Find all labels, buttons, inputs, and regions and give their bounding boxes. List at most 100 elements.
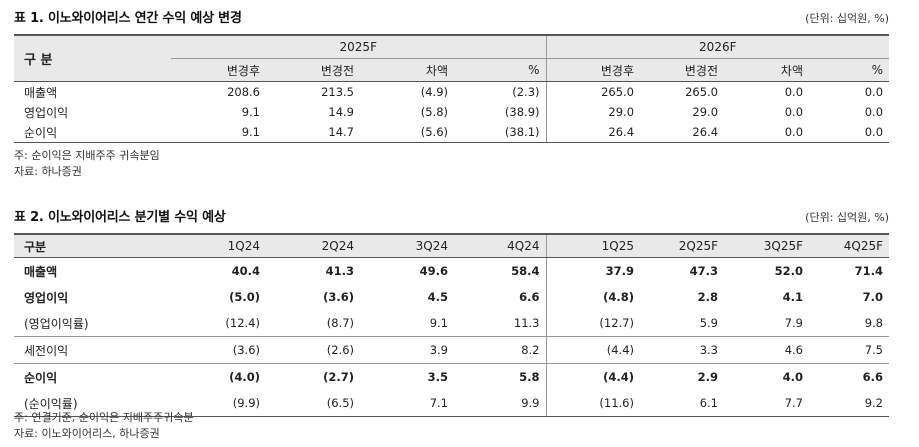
row-label: (영업이익률) <box>14 310 171 337</box>
table-cell: (2.7) <box>323 370 354 384</box>
table-cell: 265.0 <box>545 81 641 102</box>
table2-col-header: 3Q24 <box>360 233 454 258</box>
table1-footnote: 주: 순이익은 지배주주 귀속분임 <box>14 149 160 162</box>
table-cell: 49.6 <box>419 264 448 278</box>
table-cell: 4.5 <box>427 290 448 304</box>
table2-col-header: 2Q24 <box>266 233 360 258</box>
quarterly-estimate-table: 구분 1Q24 2Q24 3Q24 4Q24 1Q25 2Q25F 3Q25F … <box>14 233 889 417</box>
table1-col-header: 변경전 <box>640 58 725 82</box>
table-cell: (3.6) <box>323 290 354 304</box>
table2-col-header: 1Q25 <box>545 233 640 258</box>
table-row: (순이익률) (9.9) (6.5) 7.1 9.9 (11.6) 6.1 7.… <box>14 390 889 417</box>
table-row: 순이익 9.1 14.7 (5.6) (38.1) 26.4 26.4 0.0 … <box>14 122 890 143</box>
table1-title: 표 1. 이노와이어리스 연간 수익 예상 변경 <box>14 11 242 26</box>
row-label: 순이익 <box>24 370 58 385</box>
table2-col-header: 4Q25F <box>809 233 889 258</box>
table1-header-group-row: 구 분 2025F 2026F <box>14 34 890 82</box>
table-cell: 8.2 <box>454 336 546 364</box>
table-cell: 9.1 <box>360 310 454 337</box>
table-cell: 9.2 <box>809 390 889 417</box>
table2-footnote: 주: 연결기준, 순이익은 지배주주귀속분 <box>14 411 194 424</box>
table-cell: 26.4 <box>640 122 725 143</box>
table2-unit: (단위: 십억원, %) <box>805 211 889 224</box>
table-row: 영업이익 9.1 14.9 (5.8) (38.9) 29.0 29.0 0.0… <box>14 102 889 122</box>
row-label: 영업이익 <box>24 290 69 305</box>
table-row: 매출액 208.6 213.5 (4.9) (2.3) 265.0 265.0 … <box>14 81 889 102</box>
table-cell: 40.4 <box>231 264 260 278</box>
table2-col-header: 3Q25F <box>724 233 809 258</box>
annual-estimate-table: 구 분 2025F 2026F 변경후 변경전 차액 % 변경후 변경전 차액 … <box>14 34 890 143</box>
row-label: 매출액 <box>24 264 58 279</box>
row-label: 세전이익 <box>14 336 171 364</box>
table-cell: 4.1 <box>782 290 803 304</box>
table2-col-header: 2Q25F <box>640 233 724 258</box>
table-cell: 26.4 <box>545 122 641 143</box>
table-cell: 6.6 <box>519 290 540 304</box>
table-cell: 47.3 <box>689 264 718 278</box>
table-cell: 29.0 <box>545 102 641 122</box>
table1-unit: (단위: 십억원, %) <box>805 12 889 25</box>
table-cell: (4.4) <box>545 336 640 364</box>
table-cell: 4.6 <box>724 336 809 364</box>
table-cell: 14.9 <box>328 105 354 119</box>
table2-col-header: 4Q24 <box>454 233 546 258</box>
table-cell: (12.4) <box>171 310 266 337</box>
table2-row-header: 구분 <box>14 233 171 258</box>
table-cell: (12.7) <box>545 310 640 337</box>
table-cell: 208.6 <box>227 85 260 99</box>
table-row: 매출액 40.4 41.3 49.6 58.4 37.9 47.3 52.0 7… <box>14 257 889 284</box>
table1-header-row: 변경후 변경전 차액 % 변경후 변경전 차액 % <box>14 58 890 82</box>
table-cell: 4.0 <box>782 370 803 384</box>
table1-group-2025f: 2025F <box>171 34 547 59</box>
table2-title-row: 표 2. 이노와이어리스 분기별 수익 예상 (단위: 십억원, %) <box>14 207 889 225</box>
table1-col-header: % <box>454 58 547 82</box>
table-cell: (2.3) <box>512 85 540 99</box>
table-cell: 0.0 <box>864 85 884 99</box>
table-cell: 7.5 <box>809 336 889 364</box>
table-cell: 41.3 <box>325 264 354 278</box>
table-cell: 52.0 <box>774 264 803 278</box>
table-cell: (4.9) <box>420 85 448 99</box>
table1-col-header: 변경후 <box>171 58 266 82</box>
table-cell: 7.0 <box>862 290 883 304</box>
row-label: 순이익 <box>14 122 171 143</box>
table1-title-row: 표 1. 이노와이어리스 연간 수익 예상 변경 (단위: 십억원, %) <box>14 8 889 26</box>
table-cell: 0.0 <box>784 105 804 119</box>
table-cell: 0.0 <box>784 85 804 99</box>
table-cell: 3.3 <box>640 336 724 364</box>
table2-notes: 주: 연결기준, 순이익은 지배주주귀속분 자료: 이노와이어리스, 하나증권 <box>14 410 194 442</box>
table-cell: 5.8 <box>519 370 540 384</box>
table-row: (영업이익률) (12.4) (8.7) 9.1 11.3 (12.7) 5.9… <box>14 310 889 337</box>
table-cell: 213.5 <box>321 85 354 99</box>
table-cell: 9.1 <box>241 105 260 119</box>
table-cell: (11.6) <box>545 390 640 417</box>
table2-col-header: 1Q24 <box>171 233 266 258</box>
table-cell: (4.4) <box>545 363 640 390</box>
table-cell: 29.0 <box>692 105 719 119</box>
table-cell: 0.0 <box>864 105 884 119</box>
table-cell: (3.6) <box>171 336 266 364</box>
table1-col-header: 차액 <box>360 58 454 82</box>
table1-col-header: 차액 <box>724 58 810 82</box>
table-cell: 9.8 <box>809 310 889 337</box>
table-row: 세전이익 (3.6) (2.6) 3.9 8.2 (4.4) 3.3 4.6 7… <box>14 336 889 364</box>
table-cell: (4.0) <box>229 370 260 384</box>
table1-col-header: % <box>809 58 890 82</box>
table-cell: 9.9 <box>454 390 546 417</box>
table-cell: (38.9) <box>504 105 540 119</box>
table1-col-header: 변경후 <box>545 58 641 82</box>
table1-source: 자료: 하나증권 <box>14 165 82 178</box>
table-cell: 9.1 <box>171 122 266 143</box>
table-cell: (6.5) <box>266 390 360 417</box>
table-cell: 11.3 <box>454 310 546 337</box>
table-cell: 7.9 <box>724 310 809 337</box>
table-cell: 5.9 <box>640 310 724 337</box>
table-cell: (8.7) <box>266 310 360 337</box>
table-cell: 0.0 <box>809 122 890 143</box>
table1-notes: 주: 순이익은 지배주주 귀속분임 자료: 하나증권 <box>14 148 160 180</box>
table-cell: (5.0) <box>229 290 260 304</box>
table-cell: 265.0 <box>685 85 719 99</box>
table1-group-2026f: 2026F <box>545 34 890 59</box>
table-cell: (4.8) <box>545 284 640 310</box>
table-cell: (38.1) <box>454 122 547 143</box>
